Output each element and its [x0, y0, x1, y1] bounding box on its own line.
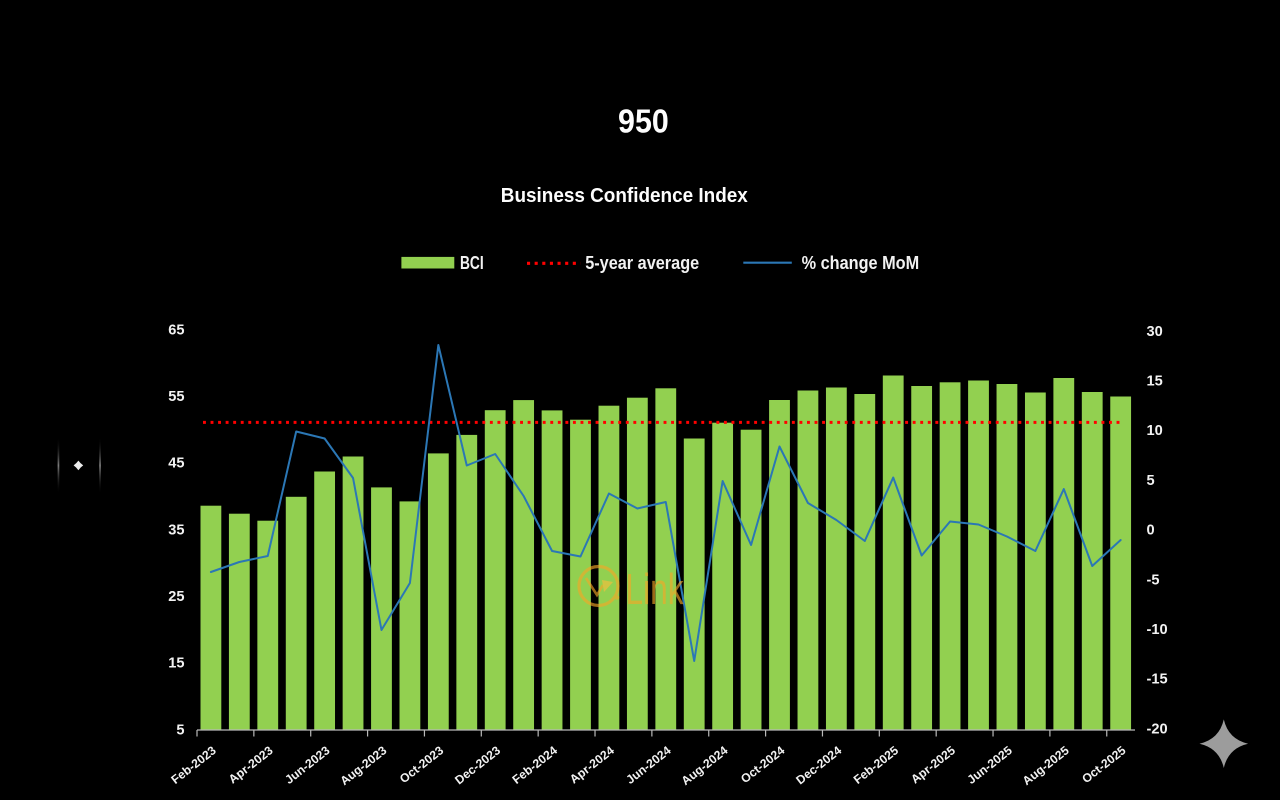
svg-text:BCI: BCI — [460, 252, 484, 273]
svg-text:5: 5 — [176, 722, 184, 738]
svg-text:55: 55 — [168, 389, 184, 405]
svg-text:5-year average: 5-year average — [585, 252, 699, 273]
svg-text:Link: Link — [626, 565, 685, 614]
svg-text:30: 30 — [1147, 324, 1163, 340]
svg-text:10: 10 — [1147, 423, 1163, 439]
svg-text:Business Confidence Index: Business Confidence Index — [501, 184, 749, 207]
svg-text:950: 950 — [618, 103, 669, 140]
svg-text:0: 0 — [1147, 523, 1155, 539]
svg-text:65: 65 — [168, 322, 184, 338]
svg-text:-10: -10 — [1147, 622, 1168, 638]
svg-text:45: 45 — [168, 456, 184, 472]
svg-text:% change MoM: % change MoM — [802, 252, 920, 273]
svg-text:35: 35 — [168, 522, 184, 538]
svg-text:-15: -15 — [1147, 672, 1168, 688]
svg-text:15: 15 — [168, 656, 184, 672]
svg-text:15: 15 — [1147, 374, 1163, 390]
svg-text:-20: -20 — [1147, 721, 1168, 737]
svg-text:-5: -5 — [1147, 572, 1160, 588]
svg-text:25: 25 — [168, 589, 184, 605]
svg-text:5: 5 — [1147, 473, 1155, 489]
